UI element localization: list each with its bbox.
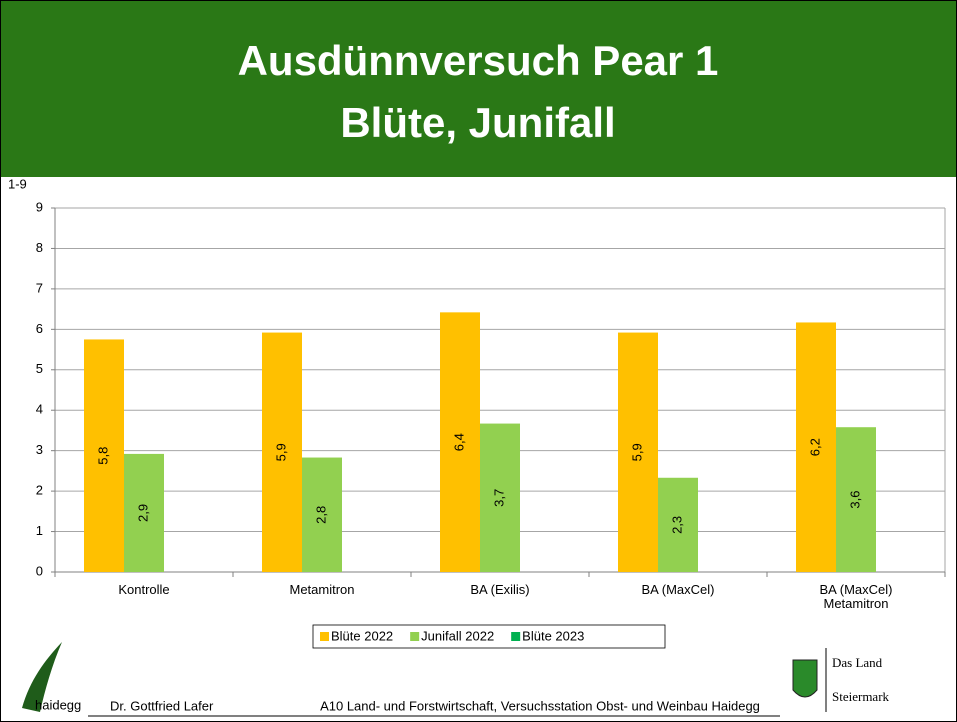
bar bbox=[302, 457, 342, 572]
x-tick-label: BA (MaxCel) Metamitron bbox=[819, 582, 893, 611]
title-line: Ausdünnversuch Pear 1 bbox=[238, 37, 719, 84]
y-tick-label: 5 bbox=[36, 361, 43, 376]
bar bbox=[618, 332, 658, 572]
legend-label: Blüte 2022 bbox=[331, 628, 393, 643]
y-tick-label: 8 bbox=[36, 240, 43, 255]
steiermark-shield bbox=[792, 659, 818, 698]
author: Dr. Gottfried Lafer bbox=[110, 698, 214, 713]
value-label: 2,3 bbox=[669, 516, 684, 534]
value-label: 3,7 bbox=[491, 489, 506, 507]
bar bbox=[262, 332, 302, 572]
legend-label: Blüte 2023 bbox=[522, 628, 584, 643]
x-tick-label: Metamitron bbox=[289, 582, 355, 597]
value-label: 6,4 bbox=[451, 433, 466, 451]
legend-swatch bbox=[511, 632, 521, 641]
y-tick-label: 2 bbox=[36, 483, 43, 498]
value-label: 2,9 bbox=[135, 504, 150, 522]
value-label: 6,2 bbox=[807, 438, 822, 456]
x-tick-label: BA (Exilis) bbox=[470, 582, 530, 597]
x-tick-label: Kontrolle bbox=[118, 582, 170, 597]
y-tick-label: 1 bbox=[36, 523, 43, 538]
bar bbox=[440, 312, 480, 572]
x-tick-label: BA (MaxCel) bbox=[641, 582, 715, 597]
title-line: Blüte, Junifall bbox=[340, 99, 615, 146]
bar bbox=[836, 427, 876, 572]
bar bbox=[84, 339, 124, 572]
bar bbox=[658, 477, 698, 572]
haidegg-logo bbox=[22, 642, 62, 712]
y-tick-label: 3 bbox=[36, 442, 43, 457]
y-tick-label: 0 bbox=[36, 563, 43, 578]
bar bbox=[480, 423, 520, 572]
value-label: 5,9 bbox=[629, 443, 644, 461]
brand-line: Steiermark bbox=[832, 689, 890, 704]
value-label: 5,9 bbox=[273, 443, 288, 461]
brand-line: Das Land bbox=[832, 655, 883, 670]
value-label: 3,6 bbox=[847, 491, 862, 509]
header-band bbox=[1, 1, 956, 177]
legend-label: Junifall 2022 bbox=[421, 628, 494, 643]
y-tick-label: 9 bbox=[36, 199, 43, 214]
logo-text: haidegg bbox=[35, 697, 81, 712]
legend-swatch bbox=[410, 632, 420, 641]
y-tick-label: 7 bbox=[36, 280, 43, 295]
bar bbox=[124, 453, 164, 572]
legend-swatch bbox=[320, 632, 329, 641]
value-label: 2,8 bbox=[313, 506, 328, 524]
bar bbox=[796, 322, 836, 572]
institute: A10 Land- und Forstwirtschaft, Versuchss… bbox=[320, 698, 760, 713]
legend-box bbox=[312, 624, 666, 649]
y-tick-label: 4 bbox=[36, 402, 43, 417]
y-axis-label: 1-9 bbox=[8, 176, 27, 191]
y-tick-label: 6 bbox=[36, 321, 43, 336]
value-label: 5,8 bbox=[95, 447, 110, 465]
